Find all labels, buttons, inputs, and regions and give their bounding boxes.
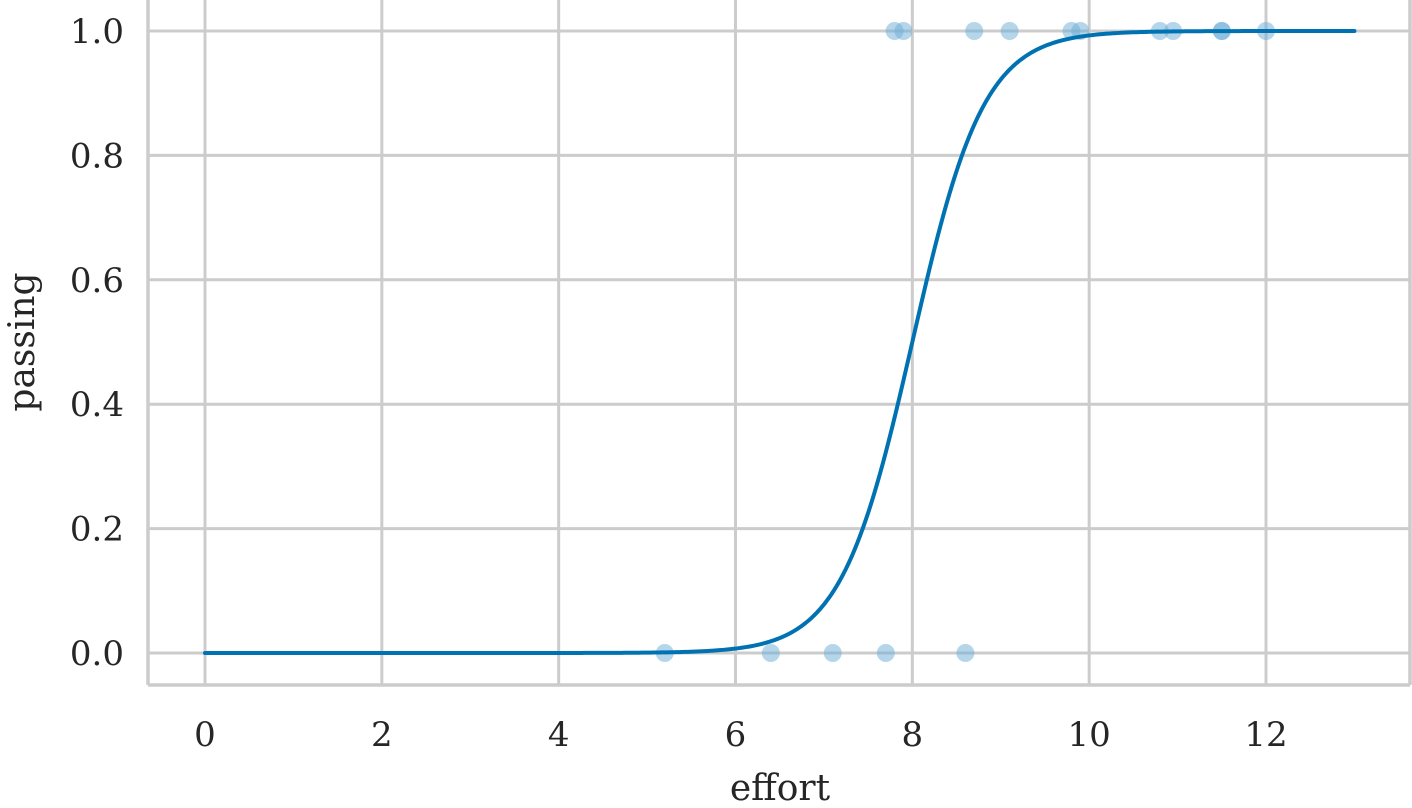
grid xyxy=(148,0,1410,685)
x-tick-label: 8 xyxy=(902,715,924,755)
x-tick-label: 12 xyxy=(1244,715,1287,755)
x-axis-label: effort xyxy=(730,768,831,808)
data-point xyxy=(876,644,895,662)
x-tick-label: 6 xyxy=(725,715,747,755)
data-point xyxy=(894,22,913,40)
y-tick-label: 0.2 xyxy=(70,510,124,550)
data-points xyxy=(655,22,1275,662)
x-tick-label: 2 xyxy=(371,715,393,755)
y-tick-label: 0.4 xyxy=(70,385,124,425)
y-tick-labels: 0.0 0.2 0.4 0.6 0.8 1.0 xyxy=(70,12,124,674)
y-tick-label: 0.8 xyxy=(70,136,124,176)
y-tick-label: 1.0 xyxy=(70,12,124,52)
data-point xyxy=(761,644,780,662)
data-point xyxy=(823,644,842,662)
axes-spines xyxy=(146,0,1412,687)
x-tick-label: 4 xyxy=(548,715,570,755)
x-tick-label: 0 xyxy=(194,715,216,755)
data-point xyxy=(1000,22,1019,40)
data-point xyxy=(956,644,975,662)
fitted-logistic-curve xyxy=(203,29,1357,655)
y-tick-label: 0.0 xyxy=(70,634,124,674)
x-tick-labels: 0 2 4 6 8 10 12 xyxy=(194,715,1287,755)
data-point xyxy=(965,22,984,40)
y-tick-label: 0.6 xyxy=(70,261,124,301)
x-tick-label: 10 xyxy=(1068,715,1111,755)
y-axis-label: passing xyxy=(2,272,43,411)
